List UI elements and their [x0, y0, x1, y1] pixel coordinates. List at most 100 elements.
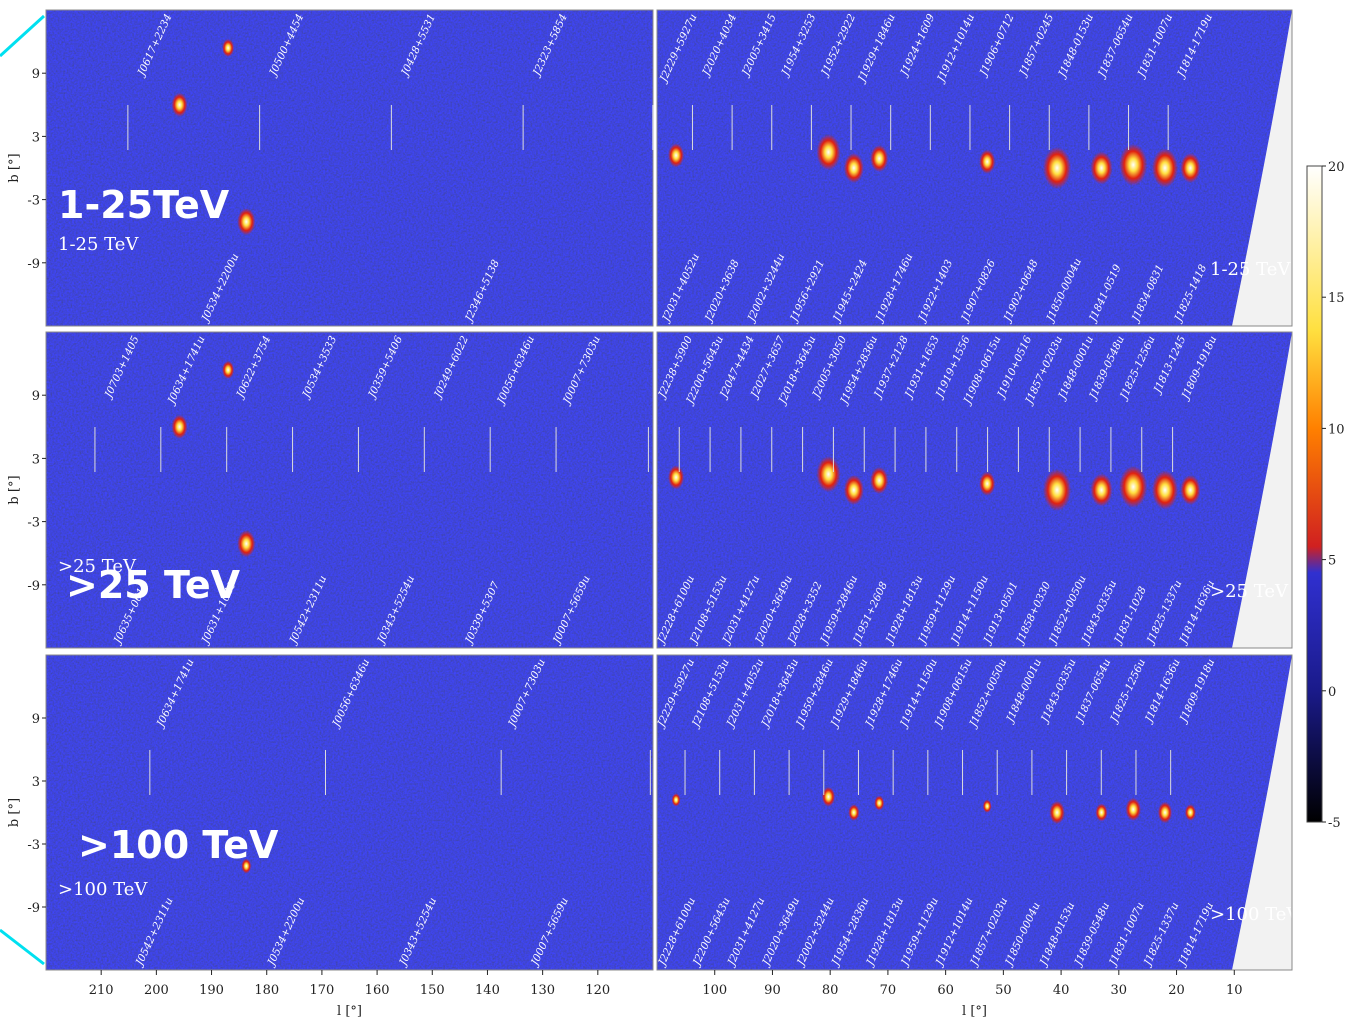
x-tick-label: 70 — [880, 983, 897, 998]
energy-label: 1-25 TeV — [1210, 259, 1291, 280]
source-glow — [222, 38, 235, 57]
source-glow — [237, 530, 256, 558]
source-glow — [848, 804, 860, 821]
x-axis-label: l [°] — [337, 1004, 362, 1019]
source-glow — [241, 858, 252, 874]
source-glow — [1180, 153, 1201, 183]
y-tick-label: -9 — [27, 579, 40, 594]
y-tick-label: 9 — [32, 67, 40, 82]
y-tick-label: -3 — [27, 194, 40, 209]
source-glow — [843, 153, 864, 183]
colorbar-tick-label: 10 — [1328, 422, 1345, 437]
panel-border — [656, 9, 1293, 327]
source-glow — [237, 208, 256, 236]
sky-map — [46, 10, 653, 326]
colorbar-tick-label: 15 — [1328, 291, 1345, 306]
y-tick-label: 9 — [32, 389, 40, 404]
overlay-label: 1-25TeV — [58, 183, 230, 227]
panel: J2229+5927uJ2108+5153uJ2031+4052uJ2018+3… — [649, 654, 1300, 971]
y-tick-label: 3 — [32, 130, 40, 145]
source-glow — [821, 786, 836, 807]
y-tick-label: -3 — [27, 516, 40, 531]
x-tick-label: 40 — [1053, 983, 1070, 998]
colorbar-tick-label: 20 — [1328, 160, 1345, 175]
source-glow — [1095, 803, 1108, 822]
panel: J2238+5900J2200+5643uJ2047+4434J2027+365… — [647, 331, 1293, 649]
source-glow — [1152, 470, 1178, 510]
source-glow — [222, 360, 235, 379]
source-glow — [171, 92, 188, 117]
source-glow — [1090, 473, 1113, 507]
x-tick-label: 160 — [365, 983, 390, 998]
source-glow — [982, 799, 992, 813]
source-glow — [843, 475, 864, 505]
sky-map — [46, 655, 653, 970]
survey-edge — [1232, 10, 1292, 326]
source-glow — [671, 793, 681, 807]
source-glow — [1152, 148, 1178, 188]
y-axis-label: b [°] — [7, 153, 22, 182]
panel-border — [656, 654, 1293, 971]
source-glow — [1184, 804, 1196, 821]
panel-border — [45, 654, 654, 971]
x-tick-label: 20 — [1168, 983, 1185, 998]
zoom-line — [0, 14, 46, 58]
source-glow — [1119, 465, 1148, 508]
panel-border — [45, 331, 654, 649]
x-tick-label: 120 — [585, 983, 610, 998]
x-tick-label: 60 — [937, 983, 954, 998]
source-glow — [979, 471, 996, 496]
y-axis-label: b [°] — [7, 798, 22, 827]
source-glow — [1049, 800, 1065, 825]
source-glow — [668, 465, 685, 490]
source-glow — [874, 795, 885, 811]
x-tick-label: 130 — [530, 983, 555, 998]
x-tick-label: 30 — [1111, 983, 1128, 998]
x-tick-label: 170 — [309, 983, 334, 998]
source-glow — [1119, 143, 1148, 186]
y-tick-label: 3 — [32, 775, 40, 790]
source-glow — [816, 456, 841, 493]
overlay-label: >25 TeV — [66, 563, 241, 607]
y-tick-label: -3 — [27, 838, 40, 853]
x-tick-label: 90 — [764, 983, 781, 998]
source-glow — [1125, 797, 1141, 821]
y-axis-label: b [°] — [7, 475, 22, 504]
x-tick-label: 190 — [199, 983, 224, 998]
y-tick-label: -9 — [27, 901, 40, 916]
x-axis-label: l [°] — [962, 1004, 987, 1019]
panel: J0617+2234 J0500+4454 J0428+5531 J2323+5854… — [45, 9, 654, 327]
energy-label: 1-25 TeV — [58, 234, 139, 255]
source-glow — [870, 145, 889, 173]
source-glow — [668, 143, 685, 168]
x-tick-label: 180 — [254, 983, 279, 998]
x-tick-label: 210 — [89, 983, 114, 998]
panel: J0634+1741u J0056+6346u J0007+7303uJ0542+2… — [45, 654, 654, 971]
source-glow — [1090, 151, 1113, 185]
y-tick-label: 3 — [32, 452, 40, 467]
energy-label: >25 TeV — [1210, 581, 1289, 602]
colorbar-tick-label: -5 — [1328, 816, 1341, 831]
survey-edge — [1232, 332, 1292, 648]
source-glow — [1043, 147, 1072, 189]
panel: J2229+5927u J2020+4034 J2005+3415 J1954+325… — [652, 9, 1293, 327]
x-tick-label: 50 — [995, 983, 1012, 998]
x-tick-label: 200 — [144, 983, 169, 998]
panel: J0703+1405 J0634+1741u J0622+3754 J0534+353… — [45, 331, 654, 649]
source-glow — [979, 149, 996, 174]
x-tick-label: 140 — [475, 983, 500, 998]
x-tick-label: 10 — [1226, 983, 1243, 998]
energy-label: >100 TeV — [58, 879, 148, 900]
source-glow — [171, 414, 188, 439]
sky-map — [46, 332, 653, 648]
panel-border — [45, 9, 654, 327]
colorbar — [1306, 165, 1323, 823]
source-glow — [1157, 801, 1173, 824]
zoom-line — [0, 928, 45, 966]
source-glow — [816, 134, 841, 171]
x-tick-label: 80 — [822, 983, 839, 998]
y-tick-label: -9 — [27, 257, 40, 272]
colorbar-tick-label: 0 — [1328, 685, 1336, 700]
source-glow — [870, 467, 889, 495]
